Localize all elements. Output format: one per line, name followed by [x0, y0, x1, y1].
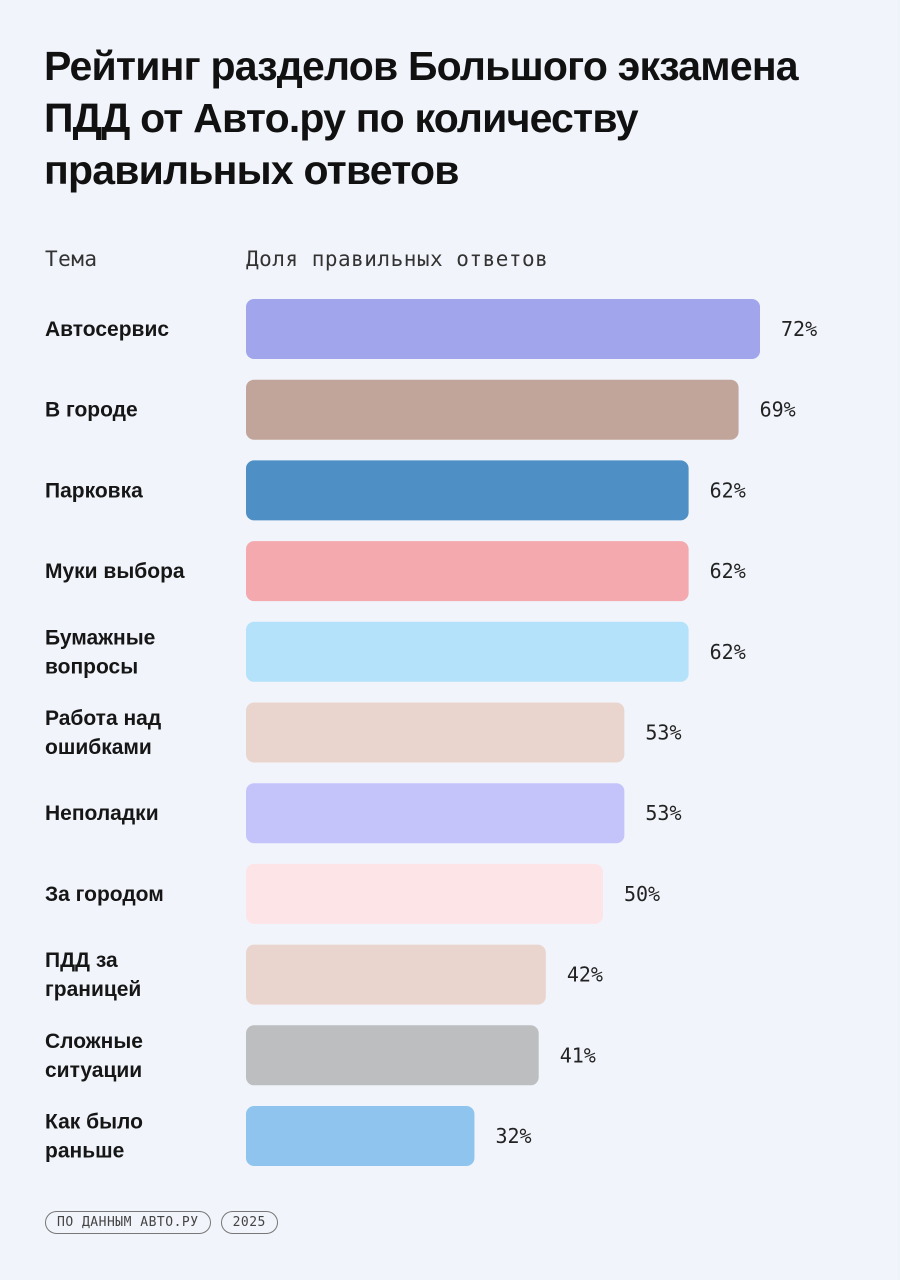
value-label-9: 42% — [567, 963, 603, 987]
source-badge: ПО ДАННЫМ АВТО.РУ — [45, 1211, 211, 1234]
bar-2 — [246, 379, 739, 440]
value-label-2: 69% — [760, 398, 796, 422]
value-label-1: 72% — [781, 317, 817, 341]
topic-column-header: Тема — [45, 247, 98, 271]
bar-8 — [246, 863, 603, 924]
category-label-4: Муки выбора — [45, 560, 185, 583]
bar-11 — [246, 1106, 475, 1166]
category-label-5: Бумажные вопросы — [45, 626, 155, 678]
value-label-3: 62% — [710, 478, 746, 502]
bar-9 — [246, 944, 546, 1005]
bar-10 — [246, 1025, 539, 1086]
category-label-6: Работа над ошибками — [45, 707, 161, 759]
value-label-6: 53% — [645, 721, 681, 745]
bar-6 — [246, 702, 625, 763]
category-label-1: Автосервис — [45, 318, 169, 341]
share-column-header: Доля правильных ответов — [246, 247, 549, 271]
category-label-2: В городе — [45, 399, 138, 422]
value-label-11: 32% — [495, 1124, 531, 1148]
value-label-10: 41% — [560, 1043, 596, 1067]
category-label-3: Парковка — [45, 479, 143, 502]
year-badge: 2025 — [220, 1211, 278, 1234]
bar-7 — [246, 783, 625, 844]
value-label-5: 62% — [710, 640, 746, 664]
category-label-11: Как было раньше — [45, 1111, 143, 1163]
value-label-8: 50% — [624, 882, 660, 906]
bar-3 — [246, 460, 689, 521]
footer: ПО ДАННЫМ АВТО.РУ 2025 — [45, 1211, 278, 1234]
bar-1 — [246, 299, 760, 359]
value-label-4: 62% — [710, 559, 746, 583]
category-label-7: Неполадки — [45, 802, 159, 825]
bar-4 — [246, 541, 689, 602]
value-label-7: 53% — [645, 801, 681, 825]
category-label-10: Сложные ситуации — [45, 1030, 143, 1082]
bar-5 — [246, 621, 689, 682]
category-label-9: ПДД за границей — [45, 949, 141, 1001]
chart-title: Рейтинг разделов Большого экзамена ПДД о… — [44, 43, 799, 193]
category-label-8: За городом — [45, 883, 164, 906]
